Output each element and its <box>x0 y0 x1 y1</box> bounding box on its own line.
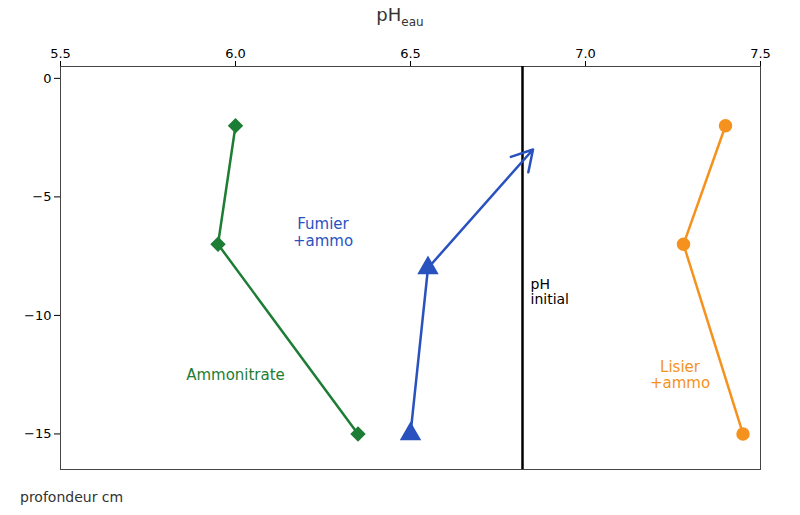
svg-text:7.5: 7.5 <box>750 46 771 61</box>
svg-text:−10: −10 <box>24 308 51 323</box>
svg-text:Fumier+ammo: Fumier+ammo <box>293 215 353 250</box>
svg-text:pHinitial: pHinitial <box>531 276 570 307</box>
html-text:pHeau: pHeau <box>376 4 424 29</box>
svg-text:6.0: 6.0 <box>225 46 246 61</box>
svg-text:5.5: 5.5 <box>50 46 71 61</box>
svg-text:7.0: 7.0 <box>575 46 596 61</box>
svg-text:Ammonitrate: Ammonitrate <box>186 366 285 384</box>
svg-text:−5: −5 <box>32 189 51 204</box>
html-text:profondeur cm: profondeur cm <box>20 489 124 505</box>
svg-text:6.5: 6.5 <box>400 46 421 61</box>
svg-text:Lisier+ammo: Lisier+ammo <box>650 358 710 393</box>
svg-text:0: 0 <box>43 71 51 86</box>
svg-text:−15: −15 <box>24 426 51 441</box>
